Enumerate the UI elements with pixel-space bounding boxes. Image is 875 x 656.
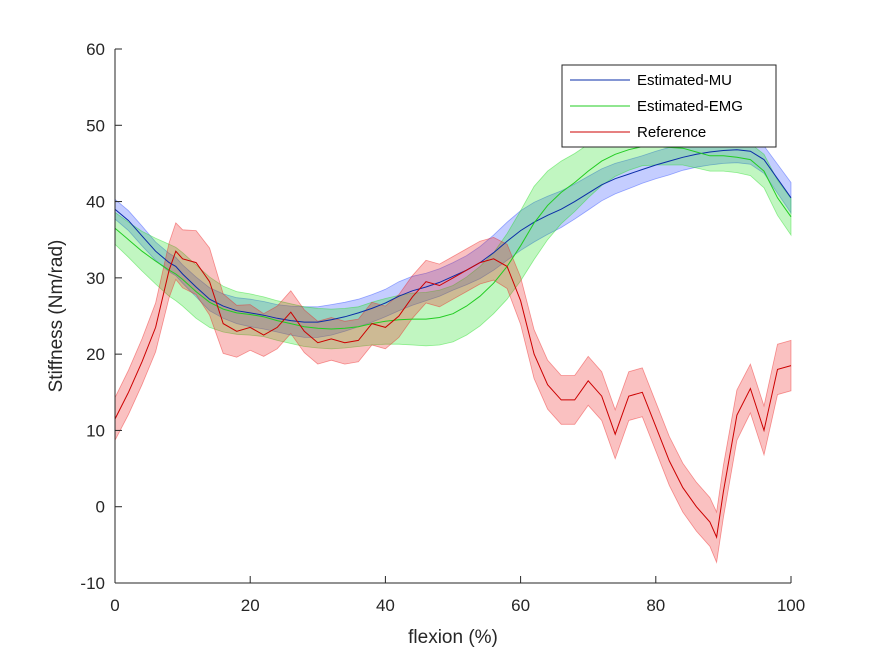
confidence-bands (114, 127, 792, 564)
y-tick-label: -10 (80, 574, 105, 593)
y-tick-label: 60 (86, 40, 105, 59)
x-tick-label: 80 (646, 596, 665, 615)
x-tick-label: 100 (777, 596, 805, 615)
band-reference (114, 222, 792, 564)
y-tick-label: 40 (86, 193, 105, 212)
line-estimated-mu (114, 149, 792, 323)
legend-label-estimated-mu: Estimated-MU (637, 72, 732, 89)
legend-label-estimated-emg: Estimated-EMG (637, 98, 743, 115)
y-tick-label: 50 (86, 116, 105, 135)
series-lines (114, 146, 792, 539)
x-axis-label: flexion (%) (408, 627, 498, 648)
y-tick-label: 30 (86, 269, 105, 288)
x-tick-label: 40 (376, 596, 395, 615)
band-estimated-mu (114, 136, 792, 338)
band-estimated-emg (114, 127, 792, 350)
x-tick-label: 0 (110, 596, 119, 615)
line-reference (114, 250, 792, 539)
y-tick-label: 20 (86, 345, 105, 364)
legend: Estimated-MU Estimated-EMG Reference (561, 64, 777, 148)
line-estimated-emg (114, 146, 792, 330)
axes: 0 20 40 60 80 100 -10 0 10 20 30 40 50 60 (80, 40, 805, 615)
y-tick-label: 10 (86, 421, 105, 440)
x-tick-label: 20 (241, 596, 260, 615)
x-tick-label: 60 (511, 596, 530, 615)
legend-label-reference: Reference (637, 124, 706, 141)
y-axis-label: Stiffness (Nm/rad) (46, 240, 67, 393)
y-tick-label: 0 (96, 498, 105, 517)
